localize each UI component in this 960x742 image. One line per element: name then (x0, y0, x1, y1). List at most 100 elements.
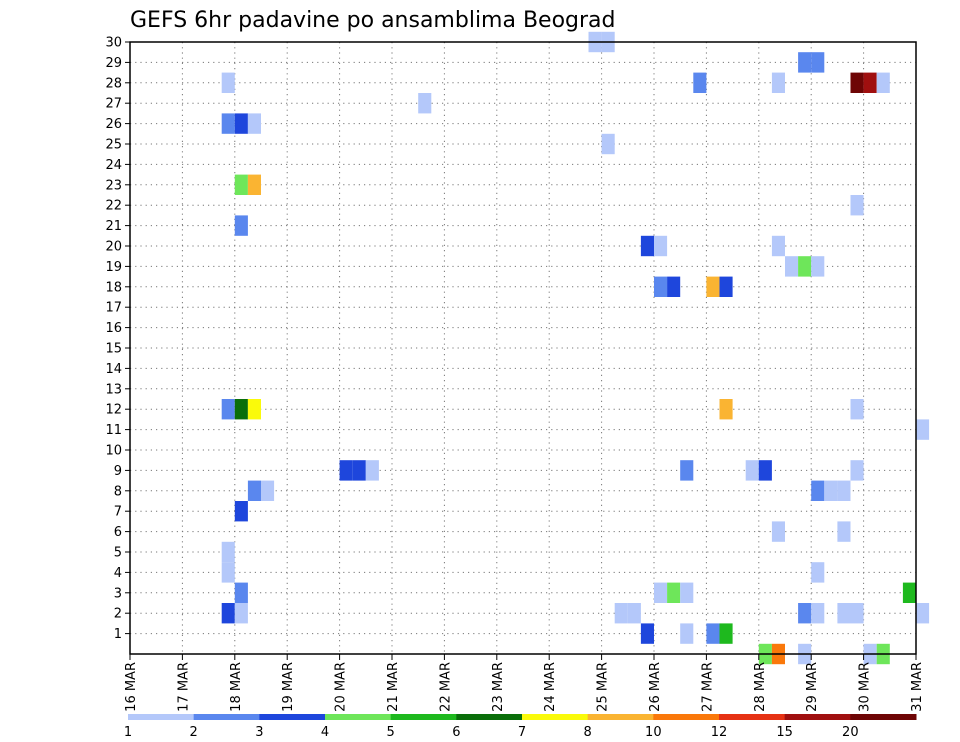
legend-swatch (719, 714, 786, 720)
precip-cell (667, 276, 681, 297)
legend-swatch (522, 714, 589, 720)
y-tick-label: 12 (105, 403, 122, 418)
precip-cell (640, 623, 654, 644)
y-tick-label: 10 (105, 444, 122, 459)
precip-cell (234, 399, 248, 420)
precip-cell (221, 113, 235, 134)
legend-swatch (193, 714, 260, 720)
precip-cell (719, 276, 733, 297)
x-tick-label: 17 MAR (176, 662, 191, 712)
precip-cell (234, 113, 248, 134)
chart-title: GEFS 6hr padavine po ansamblima Beograd (130, 8, 616, 33)
y-tick-label: 15 (105, 342, 122, 357)
x-tick-label: 24 MAR (543, 662, 558, 712)
x-tick-label: 18 MAR (229, 662, 244, 712)
precip-cell (234, 215, 248, 236)
precip-cell (811, 480, 825, 501)
x-tick-label: 23 MAR (491, 662, 506, 712)
precip-cell (667, 582, 681, 603)
precip-cell (758, 460, 772, 481)
precip-cell (706, 276, 720, 297)
legend-swatch (653, 714, 720, 720)
precip-cell (771, 72, 785, 93)
legend-label: 2 (190, 725, 198, 740)
precip-cell (837, 480, 851, 501)
y-tick-label: 3 (114, 586, 122, 601)
color-legend: 1 2 3 4 5 6 7 8 10 12 15 20 (124, 714, 917, 740)
precip-cell (680, 460, 694, 481)
y-tick-label: 22 (105, 199, 122, 214)
legend-swatch (587, 714, 654, 720)
precip-cell (221, 72, 235, 93)
precip-cell (902, 582, 916, 603)
x-tick-label: 30 MAR (858, 662, 873, 712)
legend-label: 3 (255, 725, 263, 740)
legend-swatch (456, 714, 523, 720)
x-tick-label: 31 MAR (910, 662, 925, 712)
precip-cell (654, 276, 668, 297)
precip-cell (221, 562, 235, 583)
precip-cell (627, 603, 641, 624)
precip-cell (811, 256, 825, 277)
legend-label: 6 (452, 725, 460, 740)
precip-cell (234, 582, 248, 603)
legend-swatch (850, 714, 917, 720)
x-tick-label: 22 MAR (438, 662, 453, 712)
precip-cell (247, 480, 261, 501)
precip-cell (234, 501, 248, 522)
x-tick-label: 28 MAR (753, 662, 768, 712)
precip-cell (916, 603, 930, 624)
precip-cell (221, 603, 235, 624)
y-tick-label: 4 (114, 566, 122, 581)
x-tick-label: 20 MAR (334, 662, 349, 712)
precip-cell (352, 460, 366, 481)
precip-cell (837, 603, 851, 624)
precip-cell (850, 195, 864, 216)
precip-cell (247, 113, 261, 134)
y-tick-label: 26 (105, 117, 122, 132)
precip-cell (863, 72, 877, 93)
legend-label: 20 (842, 725, 859, 740)
precip-cell (640, 235, 654, 257)
precip-cell (706, 623, 720, 644)
y-tick-label: 29 (105, 56, 122, 71)
x-axis: 16 MAR 17 MAR 18 MAR 19 MAR 20 MAR 21 MAR 22 M… (124, 654, 925, 712)
y-tick-label: 8 (114, 484, 122, 499)
precip-cell (850, 72, 864, 93)
x-tick-label: 25 MAR (596, 662, 611, 712)
precip-cell (811, 562, 825, 583)
legend-label: 10 (645, 725, 662, 740)
precip-cell (719, 399, 733, 420)
precip-cell (824, 480, 838, 501)
precip-cell (680, 582, 694, 603)
y-tick-label: 19 (105, 260, 122, 275)
y-tick-label: 27 (105, 97, 122, 112)
precip-cell (798, 256, 812, 277)
precip-cell (785, 256, 799, 277)
y-axis: 1234567891011121314151617181920212223242… (105, 36, 130, 642)
precip-cell (876, 72, 890, 93)
precip-cell (916, 419, 930, 440)
y-tick-label: 30 (105, 36, 122, 51)
legend-label: 5 (387, 725, 395, 740)
precip-cell (798, 52, 812, 73)
precip-cell (811, 52, 825, 73)
y-tick-label: 13 (105, 382, 122, 397)
x-tick-label: 29 MAR (805, 662, 820, 712)
precip-cell (261, 480, 275, 501)
precip-cell (837, 521, 851, 542)
precip-cell (365, 460, 379, 481)
precip-cell (418, 93, 432, 114)
legend-label: 7 (518, 725, 526, 740)
x-tick-label: 27 MAR (700, 662, 715, 712)
y-tick-label: 24 (105, 158, 122, 173)
precip-cell (850, 603, 864, 624)
precip-cell (771, 521, 785, 542)
legend-swatch (390, 714, 457, 720)
precip-cell (234, 603, 248, 624)
y-tick-label: 17 (105, 301, 122, 316)
precip-cell (850, 460, 864, 481)
y-tick-label: 11 (105, 423, 122, 438)
